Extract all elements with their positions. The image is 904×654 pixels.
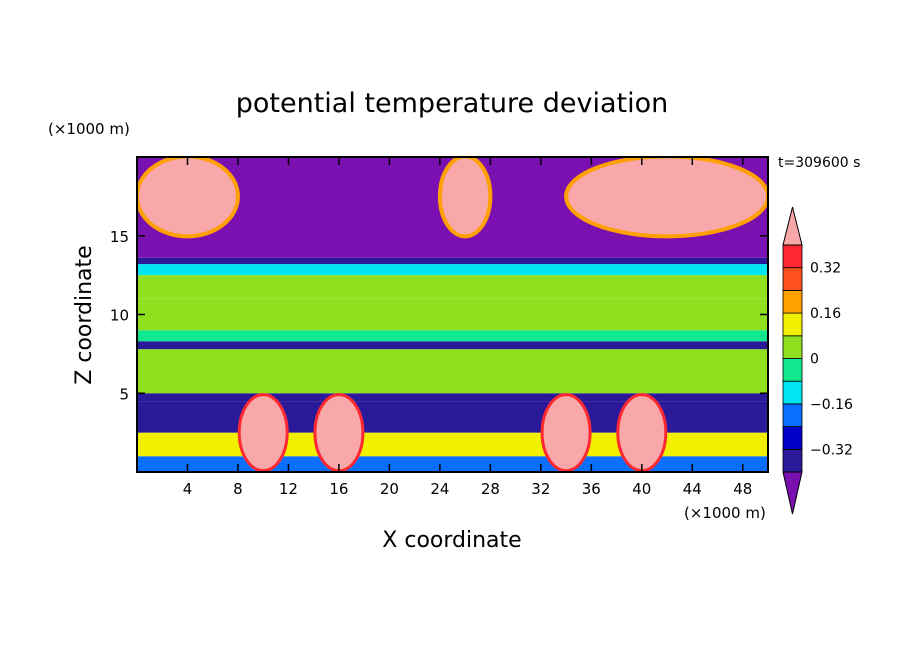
colorbar-segment [782, 312, 803, 337]
x-tick-label: 20 [380, 480, 399, 498]
colorbar-segment [782, 380, 803, 405]
field-band [137, 393, 768, 402]
x-tick-label: 12 [279, 480, 298, 498]
colorbar-segment [782, 267, 803, 291]
y-unit-label: (×1000 m) [48, 120, 130, 138]
field-band [137, 401, 768, 433]
x-axis: 4 8 12 16 20 24 28 32 36 40 44 48 [183, 157, 752, 498]
plume [540, 393, 592, 472]
field-band [137, 275, 768, 299]
plume [237, 393, 289, 472]
field-band [137, 456, 768, 472]
colorbar-extend-max [782, 206, 803, 246]
field-band [137, 432, 768, 457]
x-tick-label: 24 [430, 480, 449, 498]
colorbar-segment [782, 335, 803, 359]
x-tick-label: 36 [582, 480, 601, 498]
chart-title: potential temperature deviation [236, 88, 668, 119]
field-band [137, 257, 768, 265]
colorbar-segment [782, 244, 803, 269]
plot-area [137, 157, 768, 472]
y-axis-label: Z coordinate [72, 245, 97, 384]
positive-region [437, 157, 493, 239]
y-tick-label: 5 [119, 385, 129, 403]
field-band [137, 264, 768, 276]
time-label: t=309600 s [778, 155, 860, 171]
x-tick-label: 8 [233, 480, 243, 498]
x-tick-label: 48 [733, 480, 752, 498]
plume [313, 393, 365, 472]
x-axis-label: X coordinate [382, 528, 521, 553]
colorbar-label: −0.16 [810, 397, 853, 413]
field-band [137, 298, 768, 331]
x-unit-label: (×1000 m) [684, 504, 766, 522]
x-tick-label: 16 [329, 480, 348, 498]
colorbar-label: 0 [810, 352, 819, 368]
colorbar-extend-min [782, 471, 803, 515]
y-axis: 5 10 15 [110, 228, 768, 403]
colorbar-segment [782, 289, 803, 314]
y-tick-label: 10 [110, 307, 129, 325]
x-tick-label: 28 [481, 480, 500, 498]
y-tick-label: 15 [110, 228, 129, 246]
x-tick-label: 40 [632, 480, 651, 498]
colorbar-segment [782, 426, 803, 450]
positive-region [137, 157, 240, 239]
colorbar-segment [782, 403, 803, 427]
colorbar-segment [782, 358, 803, 382]
colorbar: 0.32 0.16 0 −0.16 −0.32 [782, 206, 853, 515]
field-band [137, 341, 768, 350]
colorbar-label: −0.32 [810, 442, 853, 458]
field-band [137, 330, 768, 342]
colorbar-segment [782, 448, 803, 473]
field-band [137, 349, 768, 394]
colorbar-label: 0.32 [810, 261, 841, 277]
x-tick-label: 32 [531, 480, 550, 498]
x-tick-label: 44 [683, 480, 702, 498]
plume [616, 393, 668, 472]
positive-region [564, 157, 768, 239]
colorbar-label: 0.16 [810, 306, 841, 322]
x-tick-label: 4 [183, 480, 193, 498]
